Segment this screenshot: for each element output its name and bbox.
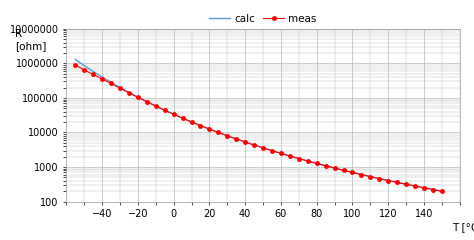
meas (180, 117, 185, 120)
meas (332, 167, 337, 169)
meas (126, 91, 132, 94)
meas (421, 186, 427, 189)
meas (314, 162, 319, 165)
meas (171, 113, 176, 116)
meas (153, 105, 159, 108)
calc (373, 176, 379, 179)
meas (73, 63, 78, 66)
meas (207, 128, 212, 131)
Legend: calc, meas: calc, meas (205, 10, 321, 28)
meas (108, 82, 114, 85)
meas (350, 171, 356, 174)
calc (271, 150, 276, 153)
Line: calc: calc (75, 60, 442, 191)
meas (385, 179, 391, 182)
meas (367, 175, 373, 178)
meas (233, 138, 239, 140)
meas (430, 188, 436, 191)
meas (412, 185, 418, 187)
meas (394, 181, 400, 184)
meas (403, 183, 409, 186)
meas (323, 164, 328, 167)
meas (278, 152, 284, 155)
meas (135, 96, 141, 99)
calc (291, 156, 296, 158)
meas (225, 134, 230, 137)
Line: meas: meas (73, 63, 444, 193)
meas (251, 144, 257, 146)
calc (249, 143, 255, 146)
X-axis label: T [°C]: T [°C] (453, 222, 474, 232)
meas (198, 124, 203, 127)
calc (246, 142, 252, 145)
meas (216, 131, 221, 134)
calc (430, 188, 436, 191)
meas (358, 173, 364, 176)
meas (260, 146, 266, 149)
meas (144, 100, 150, 103)
meas (117, 87, 123, 90)
meas (439, 190, 445, 193)
meas (242, 141, 248, 144)
meas (82, 69, 87, 72)
Text: [ohm]: [ohm] (15, 41, 46, 51)
meas (376, 177, 382, 180)
meas (296, 157, 301, 160)
meas (99, 78, 105, 80)
calc (73, 58, 78, 61)
meas (269, 149, 275, 152)
Text: R: R (15, 29, 22, 39)
calc (439, 190, 445, 193)
meas (162, 109, 167, 112)
meas (341, 169, 346, 172)
meas (287, 155, 293, 157)
meas (189, 120, 194, 123)
meas (305, 160, 310, 162)
meas (91, 73, 96, 76)
